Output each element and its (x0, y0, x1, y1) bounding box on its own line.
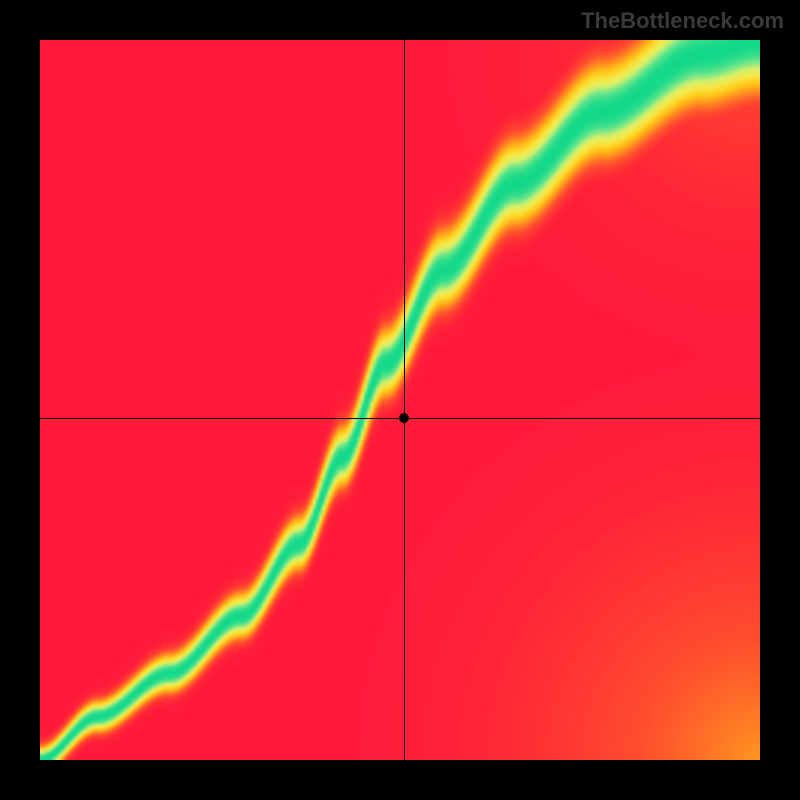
crosshair-vertical (404, 40, 405, 760)
watermark-text: TheBottleneck.com (581, 8, 784, 34)
chart-container: TheBottleneck.com (0, 0, 800, 800)
heatmap-canvas (40, 40, 760, 760)
plot-area (40, 40, 760, 760)
crosshair-marker (399, 413, 409, 423)
